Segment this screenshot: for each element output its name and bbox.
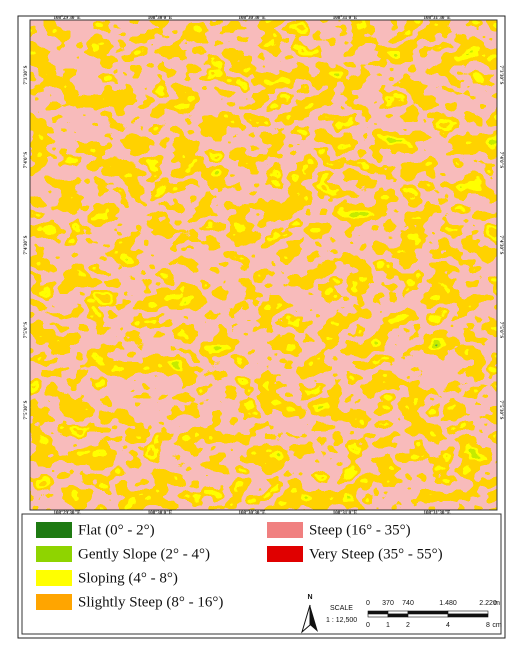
bottom-coord: 108°30'30"E — [239, 511, 267, 516]
north-label: N — [307, 594, 312, 601]
scale-cm-label: cm — [492, 622, 502, 629]
scale-bar — [368, 614, 388, 617]
top-coord: 108°30'30"E — [239, 16, 267, 21]
legend-label: Flat (0° - 2°) — [78, 522, 155, 538]
legend-swatch — [36, 522, 72, 538]
right-coord: 7°4'0"S — [498, 152, 503, 169]
scale-ratio: 1 : 12,500 — [326, 617, 357, 624]
scale-m-label: m — [494, 600, 500, 607]
bottom-coord: 108°30'0"E — [148, 511, 173, 516]
right-coord: 7°4'30"S — [498, 236, 503, 255]
left-coord: 7°3'30"S — [24, 65, 29, 84]
scale-m-label: 1.480 — [439, 600, 457, 607]
legend-label: Gently Slope (2° - 4°) — [78, 546, 210, 562]
scale-cm-label: 4 — [446, 622, 450, 629]
legend-swatch — [267, 522, 303, 538]
scale-cm-label: 1 — [386, 622, 390, 629]
legend-swatch — [36, 594, 72, 610]
bottom-coord: 108°31'0"E — [333, 511, 358, 516]
legend-swatch — [36, 546, 72, 562]
top-coord: 108°31'30"E — [424, 16, 452, 21]
top-coord: 108°29'30"E — [54, 16, 82, 21]
scale-cm-label: 0 — [366, 622, 370, 629]
legend-label: Very Steep (35° - 55°) — [309, 546, 443, 562]
top-coord: 108°30'0"E — [148, 16, 173, 21]
right-coord: 7°5'30"S — [498, 401, 503, 420]
page: 108°29'30"E 108°30'0"E 108°30'30"E 108°31'0… — [0, 0, 521, 644]
top-coord: 108°31'0"E — [333, 16, 358, 21]
right-coord: 7°3'30"S — [498, 66, 503, 85]
left-coord: 7°5'30"S — [24, 400, 29, 419]
scale-title: SCALE — [330, 605, 353, 612]
bottom-coord: 108°31'30"E — [424, 511, 452, 516]
scale-m-label: 370 — [382, 600, 394, 607]
scale-bar — [448, 614, 488, 617]
scale-bar — [388, 614, 408, 617]
scale-bar — [388, 611, 408, 614]
scale-bar — [448, 611, 488, 614]
slope-map — [30, 20, 497, 510]
left-coord: 7°4'0"S — [24, 152, 29, 169]
bottom-coord: 108°29'30"E — [54, 511, 82, 516]
legend-swatch — [267, 546, 303, 562]
left-coord: 7°5'0"S — [24, 322, 29, 339]
right-coord: 7°5'0"S — [498, 322, 503, 339]
scale-m-label: 740 — [402, 600, 414, 607]
scale-bar — [408, 611, 448, 614]
legend-label: Slightly Steep (8° - 16°) — [78, 594, 223, 610]
scale-bar — [408, 614, 448, 617]
legend-swatch — [36, 570, 72, 586]
scale-cm-label: 2 — [406, 622, 410, 629]
legend-label: Steep (16° - 35°) — [309, 522, 411, 538]
legend-label: Sloping (4° - 8°) — [78, 570, 178, 586]
scale-bar — [368, 611, 388, 614]
left-coord: 7°4'30"S — [24, 235, 29, 254]
scale-cm-label: 8 — [486, 622, 490, 629]
scale-m-label: 0 — [366, 600, 370, 607]
